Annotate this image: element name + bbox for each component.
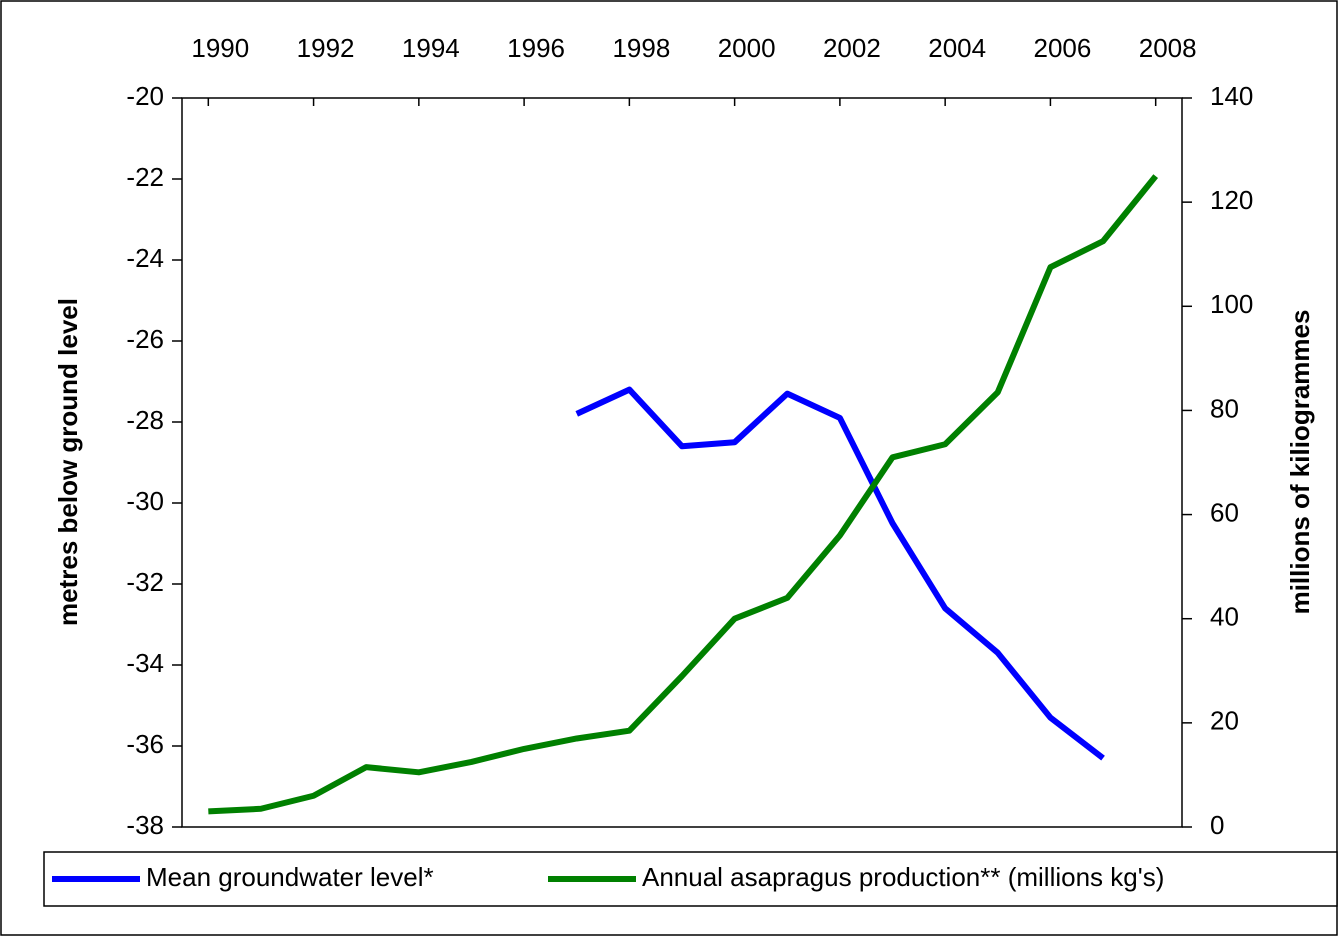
y-tick-label: -28 (126, 405, 164, 435)
series-line (575, 386, 1105, 761)
y-tick-label: -38 (126, 810, 164, 840)
y2-axis-title: millions of kiliogrammes (1285, 310, 1315, 615)
x-tick-label: 1996 (507, 33, 565, 63)
y-tick-label: -30 (126, 486, 164, 516)
legend-label: Mean groundwater level* (146, 862, 434, 892)
x-tick-label: 2008 (1139, 33, 1197, 63)
plot-area (181, 97, 1183, 828)
y-tick-label: -32 (126, 567, 164, 597)
y2-tick-label: 140 (1210, 81, 1253, 111)
y2-tick-label: 0 (1210, 810, 1224, 840)
x-tick-label: 1994 (402, 33, 460, 63)
y-axis-title: metres below ground level (53, 298, 83, 626)
y2-tick-label: 40 (1210, 602, 1239, 632)
y2-tick-label: 60 (1210, 497, 1239, 527)
x-tick-label: 1992 (297, 33, 355, 63)
y-tick-label: -24 (126, 243, 164, 273)
x-tick-label: 1990 (191, 33, 249, 63)
y2-tick-label: 80 (1210, 393, 1239, 423)
x-tick-label: 1998 (612, 33, 670, 63)
legend-label: Annual asapragus production** (millions … (642, 862, 1164, 892)
y-tick-label: -26 (126, 324, 164, 354)
x-tick-label: 2000 (718, 33, 776, 63)
y2-tick-label: 120 (1210, 185, 1253, 215)
legend-box (43, 851, 1338, 907)
y-tick-label: -36 (126, 729, 164, 759)
x-tick-label: 2004 (928, 33, 986, 63)
y-tick-label: -34 (126, 648, 164, 678)
y-tick-label: -20 (126, 81, 164, 111)
y2-tick-label: 100 (1210, 289, 1253, 319)
y2-tick-label: 20 (1210, 706, 1239, 736)
y-tick-label: -22 (126, 162, 164, 192)
x-tick-label: 2002 (823, 33, 881, 63)
series-line (208, 174, 1159, 815)
x-tick-label: 2006 (1033, 33, 1091, 63)
